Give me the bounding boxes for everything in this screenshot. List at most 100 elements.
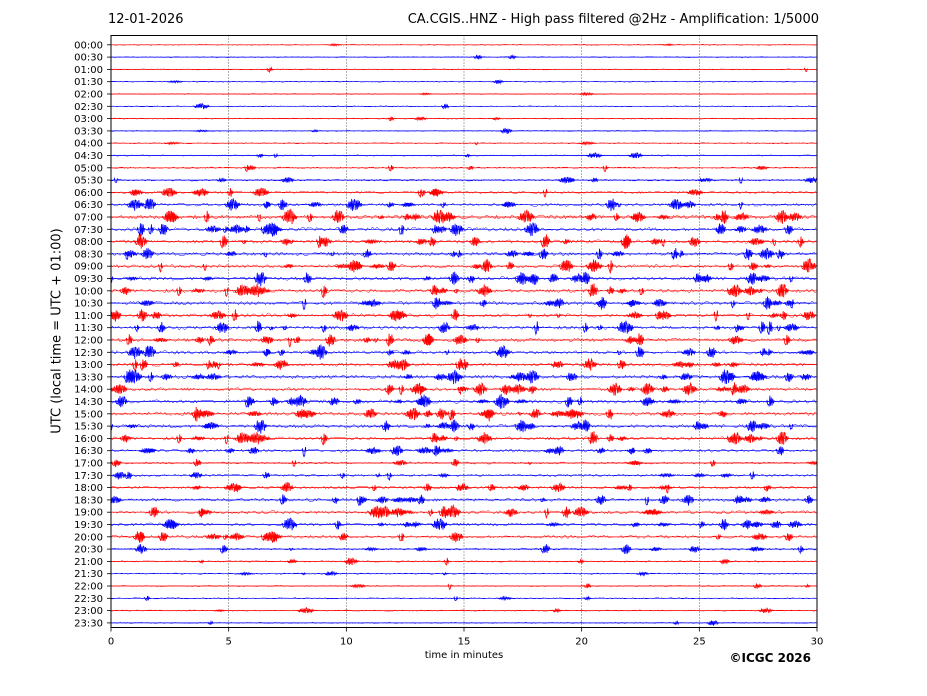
trace-event	[503, 508, 518, 517]
trace-event	[293, 409, 310, 419]
trace-event	[471, 263, 482, 270]
trace-event	[422, 423, 432, 428]
trace-event	[680, 200, 697, 209]
trace-event	[523, 370, 540, 384]
trace-event	[580, 271, 591, 285]
trace-event	[649, 238, 663, 245]
trace-event	[577, 559, 585, 565]
trace-event	[246, 410, 262, 417]
trace-event	[697, 177, 713, 183]
trace-event	[161, 210, 179, 223]
y-tick-label: 09:00	[74, 262, 103, 273]
trace-event	[766, 395, 775, 407]
trace-event	[460, 359, 469, 371]
trace-event	[543, 448, 557, 454]
trace-event	[455, 250, 463, 259]
trace-event	[204, 533, 222, 540]
trace-event	[447, 409, 456, 421]
trace-event	[163, 141, 181, 146]
trace-event	[596, 324, 604, 331]
trace-event	[190, 406, 203, 422]
y-tick-label: 09:30	[74, 274, 103, 285]
trace-event	[730, 300, 736, 309]
trace-event	[594, 495, 607, 505]
trace-event	[717, 410, 728, 418]
trace-event	[248, 361, 266, 368]
trace-event	[415, 547, 428, 552]
trace-event	[583, 595, 592, 602]
trace-event	[466, 423, 476, 432]
trace-event	[331, 309, 350, 322]
trace-event	[423, 410, 433, 418]
trace-event	[527, 313, 533, 318]
trace-event	[315, 235, 323, 249]
trace-event	[587, 431, 599, 445]
trace-event	[440, 103, 450, 110]
trace-event	[369, 263, 386, 269]
trace-event	[775, 446, 785, 456]
trace-noise	[110, 572, 817, 575]
trace-event	[138, 362, 148, 368]
trace-event	[377, 214, 385, 220]
trace-event	[437, 287, 449, 294]
trace-event	[190, 190, 199, 195]
trace-event	[607, 260, 614, 274]
trace-event	[389, 445, 404, 457]
trace-event	[387, 116, 395, 122]
trace-event	[373, 337, 379, 343]
trace-event	[770, 300, 783, 306]
trace-event	[547, 273, 560, 283]
y-tick-label: 14:00	[74, 385, 103, 396]
trace-noise	[110, 80, 817, 83]
trace-event	[711, 362, 722, 368]
trace-event	[345, 324, 360, 332]
trace-event	[231, 309, 238, 322]
trace-event	[393, 358, 411, 371]
trace-event	[156, 322, 166, 333]
trace-event	[346, 259, 364, 273]
trace-event	[247, 284, 265, 298]
trace-event	[501, 349, 512, 355]
trace-event	[775, 249, 786, 260]
trace-event	[166, 79, 184, 84]
trace-event	[557, 176, 576, 184]
trace-event	[457, 386, 463, 396]
trace-event	[444, 369, 464, 385]
y-tick-label: 13:00	[74, 360, 103, 371]
trace-event	[227, 223, 246, 234]
trace-event	[422, 483, 433, 492]
trace-event	[271, 533, 279, 542]
trace-event	[191, 435, 206, 441]
trace-event	[533, 321, 540, 336]
trace-event	[429, 432, 440, 443]
trace-event	[450, 309, 460, 321]
trace-noise	[110, 214, 817, 220]
trace-event	[216, 177, 227, 183]
trace-event	[759, 348, 768, 357]
trace-event	[734, 398, 748, 405]
trace-event	[659, 386, 670, 393]
trace-event	[418, 92, 433, 96]
trace-noise	[110, 622, 817, 624]
trace-event	[487, 484, 496, 492]
trace-event	[576, 396, 583, 406]
trace-event	[747, 238, 765, 246]
trace-event	[561, 239, 571, 245]
y-tick-label: 08:00	[74, 237, 103, 248]
trace-event	[501, 201, 517, 208]
trace-event	[214, 322, 230, 333]
trace-event	[152, 337, 169, 343]
trace-event	[596, 296, 608, 310]
trace-event	[434, 408, 449, 420]
trace-event	[657, 484, 673, 491]
trace-event	[747, 546, 765, 552]
trace-event	[549, 481, 566, 493]
trace-event	[677, 250, 685, 258]
trace-event	[732, 495, 745, 504]
trace-event	[454, 482, 470, 492]
trace-event	[213, 608, 226, 613]
y-tick-label: 11:00	[74, 311, 103, 322]
trace-event	[715, 226, 722, 233]
trace-event	[605, 409, 614, 420]
